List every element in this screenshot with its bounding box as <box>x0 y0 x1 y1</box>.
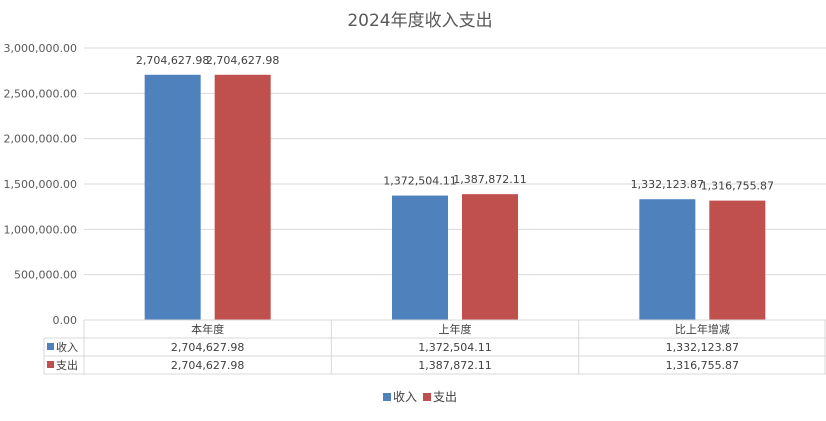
legend-label: 收入 <box>393 390 417 404</box>
data-label: 2,704,627.98 <box>136 54 209 67</box>
table-cell: 1,372,504.11 <box>418 341 491 354</box>
y-tick-label: 0.00 <box>53 314 78 327</box>
table-cell: 2,704,627.98 <box>171 341 244 354</box>
table-cell: 1,387,872.11 <box>418 359 491 372</box>
chart-title: 2024年度收入支出 <box>347 11 492 31</box>
table-cell: 2,704,627.98 <box>171 359 244 372</box>
table-cell: 1,332,123.87 <box>666 341 739 354</box>
legend-label: 支出 <box>433 390 457 404</box>
gridlines <box>84 47 826 276</box>
y-tick-label: 2,500,000.00 <box>4 87 77 100</box>
x-tick-label: 上年度 <box>439 322 472 336</box>
bars: 2,704,627.982,704,627.98 1,372,504.111,38… <box>136 54 774 320</box>
x-tick-label: 本年度 <box>191 322 224 336</box>
x-tick-label: 比上年增减 <box>675 322 730 336</box>
bar-支出-本年度 <box>214 74 271 320</box>
y-axis: 0.00 500,000.00 1,000,000.00 1,500,000.00 2,… <box>4 42 77 327</box>
data-label: 2,704,627.98 <box>206 54 279 67</box>
bar-收入-本年度 <box>144 74 201 320</box>
y-tick-label: 2,000,000.00 <box>4 133 77 146</box>
table-legend-key <box>47 361 54 368</box>
table-cell: 1,316,755.87 <box>666 359 739 372</box>
bar-收入-上年度 <box>392 195 448 320</box>
table-series-name: 支出 <box>56 358 78 372</box>
legend-key <box>383 393 391 401</box>
bar-支出-比上年增减 <box>709 200 766 320</box>
y-tick-label: 1,000,000.00 <box>4 223 77 236</box>
table-legend-key <box>47 343 54 350</box>
data-label: 1,316,755.87 <box>701 180 774 193</box>
table-series-name: 收入 <box>56 340 78 354</box>
legend: 收入 支出 <box>383 390 457 404</box>
y-tick-label: 1,500,000.00 <box>4 178 77 191</box>
legend-key <box>423 393 431 401</box>
bar-收入-比上年增减 <box>639 199 696 320</box>
data-label: 1,387,872.11 <box>453 173 526 186</box>
y-tick-label: 3,000,000.00 <box>4 42 77 55</box>
data-label: 1,372,504.11 <box>383 175 456 188</box>
bar-支出-上年度 <box>462 194 518 320</box>
data-label: 1,332,123.87 <box>631 178 704 191</box>
y-tick-label: 500,000.00 <box>14 269 77 282</box>
